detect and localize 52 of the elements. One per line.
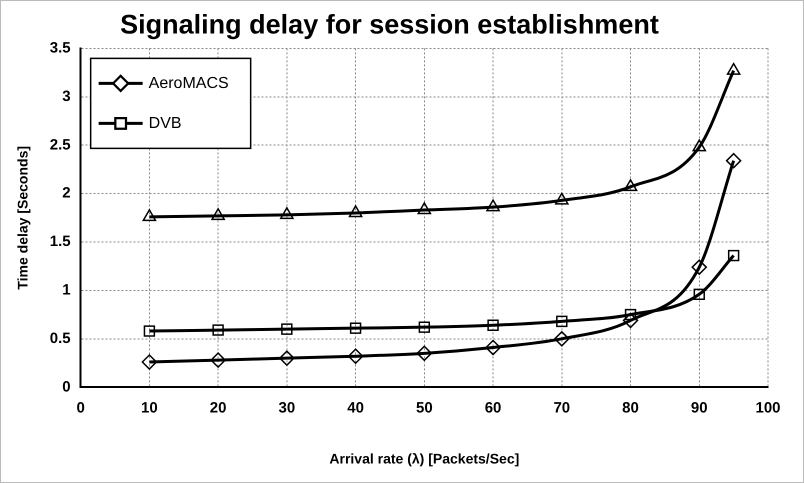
point [487,320,499,331]
point [211,208,225,220]
point [279,350,295,366]
y-tick-label: 2 [62,184,71,202]
point [692,139,706,152]
point [554,192,569,205]
point [694,288,705,300]
x-tick-label: 100 [755,399,781,416]
x-tick-label: 60 [484,399,502,416]
point [624,179,638,192]
point [281,323,293,335]
legend-label: AeroMACS [148,74,229,92]
point [418,202,432,214]
point [556,316,568,328]
point [350,322,362,334]
point [280,207,294,220]
y-axis-title: Time delay [Seconds] [14,146,30,290]
point [726,62,740,75]
point [212,324,224,336]
y-tick-label: 3.5 [50,40,71,57]
x-tick-label: 10 [141,399,158,416]
point [622,312,638,328]
y-tick-label: 3 [62,88,71,105]
point [554,331,570,347]
x-tick-label: 20 [210,399,226,416]
point [348,348,364,364]
x-tick-label: 70 [553,399,570,416]
y-tick-label: 0.5 [50,330,71,347]
y-tick-label: 1.5 [50,233,71,250]
point [486,199,500,212]
x-tick-label: 90 [690,399,708,416]
y-tick-label: 1 [62,282,71,299]
x-tick-label: 40 [347,399,364,416]
y-tick-label: 0 [62,378,71,396]
point [485,340,501,356]
point [142,354,158,370]
point [418,321,430,333]
point [728,250,740,262]
x-axis-title: Arrival rate (λ) [Packets/Sec] [329,450,520,466]
point [692,259,708,275]
x-tick-label: 0 [76,399,85,416]
point [416,346,432,362]
x-tick-label: 50 [416,399,433,416]
point [210,352,226,368]
chart-title: Signaling delay for session establishment [120,10,659,40]
x-tick-label: 30 [278,399,296,416]
legend-label: DVB [148,114,182,132]
point [142,209,156,222]
x-tick-label: 80 [622,399,639,416]
point [348,205,362,218]
point [144,325,156,337]
y-tick-label: 2.5 [50,136,71,154]
